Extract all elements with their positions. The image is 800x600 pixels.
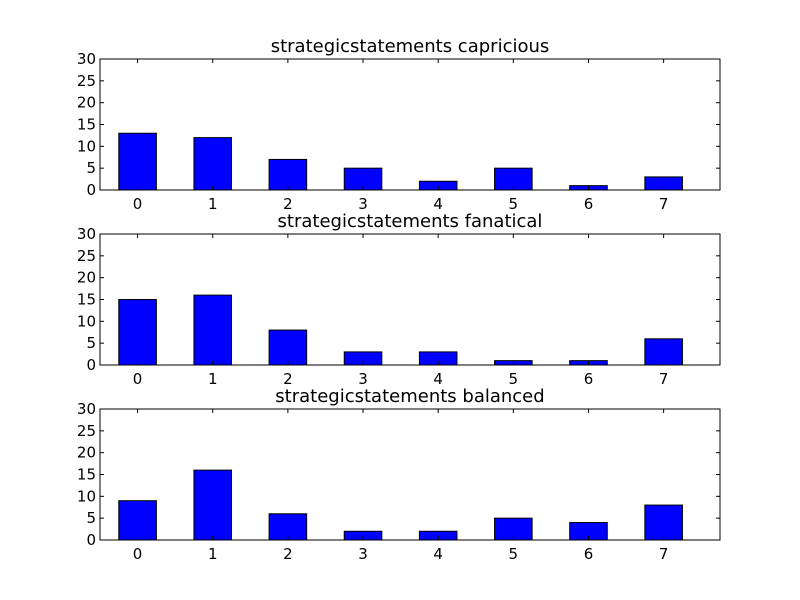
bar-1 [193,469,233,541]
x-tick-label: 0 [133,195,143,213]
x-tick-label: 2 [283,370,293,388]
x-tick-label: 1 [208,370,218,388]
x-tick-label: 4 [433,545,443,563]
y-tick-label: 15 [77,466,96,484]
x-tick-label: 5 [509,545,519,563]
chart-title: strategicstatements fanatical [278,211,543,232]
bar-1 [193,294,233,366]
y-tick-label: 10 [77,487,96,505]
x-tick-label: 1 [208,195,218,213]
y-tick-label: 20 [77,269,96,287]
x-tick-label: 6 [584,370,594,388]
x-tick-label: 7 [659,195,669,213]
chart-title: strategicstatements capricious [271,36,550,57]
axes-frame [99,233,721,366]
x-tick-label: 0 [133,370,143,388]
x-tick-label: 5 [509,370,519,388]
x-tick-label: 7 [659,370,669,388]
y-tick-label: 25 [77,247,96,265]
bar-0 [118,132,157,191]
subplot-capricious: strategicstatements capricious 051015202… [77,36,721,213]
y-tick-label: 15 [77,291,96,309]
bar-2 [268,158,308,191]
bar-7 [644,504,683,541]
y-tick-label: 15 [77,116,96,134]
y-tick-label: 5 [86,334,96,352]
y-tick-label: 0 [86,181,96,199]
y-tick-label: 30 [77,225,96,243]
y-tick-label: 10 [77,137,96,155]
y-tick-label: 0 [86,531,96,549]
bar-2 [268,513,308,541]
x-tick-label: 3 [358,195,368,213]
x-tick-label: 5 [509,195,519,213]
subplot-balanced: strategicstatements balanced 05101520253… [77,386,721,563]
y-tick-label: 20 [77,94,96,112]
x-tick-label: 6 [584,195,594,213]
y-tick-label: 20 [77,444,96,462]
x-tick-label: 3 [358,545,368,563]
bar-0 [118,299,157,366]
y-tick-label: 25 [77,422,96,440]
bar-2 [268,329,308,366]
x-tick-label: 4 [433,195,443,213]
x-tick-label: 2 [283,195,293,213]
x-tick-label: 0 [133,545,143,563]
y-tick-label: 30 [77,400,96,418]
y-tick-label: 25 [77,72,96,90]
x-tick-label: 1 [208,545,218,563]
x-tick-label: 6 [584,545,594,563]
x-tick-label: 2 [283,545,293,563]
y-tick-label: 30 [77,50,96,68]
y-tick-label: 5 [86,509,96,527]
x-tick-label: 4 [433,370,443,388]
y-tick-label: 0 [86,356,96,374]
y-tick-label: 10 [77,312,96,330]
y-tick-label: 5 [86,159,96,177]
axes-frame [99,408,721,541]
bar-1 [193,137,233,191]
x-tick-label: 7 [659,545,669,563]
bar-0 [118,500,157,541]
chart-title: strategicstatements balanced [275,386,544,407]
subplot-fanatical: strategicstatements fanatical 0510152025… [77,211,721,388]
axes-frame [99,58,721,191]
x-tick-label: 3 [358,370,368,388]
bar-7 [644,338,683,366]
